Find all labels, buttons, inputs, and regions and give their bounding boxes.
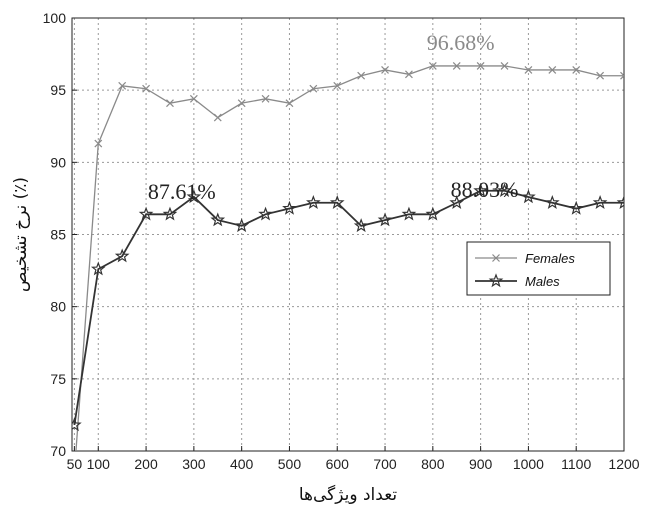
data-point [377, 212, 393, 227]
data-point [186, 189, 202, 204]
value-annotation: 87.61% [148, 179, 216, 204]
data-point [189, 94, 198, 103]
x-tick-label: 800 [421, 456, 445, 472]
legend-label: Females [525, 251, 575, 266]
data-point [118, 81, 127, 90]
data-point [234, 218, 249, 233]
data-point [405, 70, 413, 79]
x-tick-label: 400 [230, 456, 254, 472]
value-annotation: 96.68% [427, 30, 495, 55]
y-axis-label: نرخ تشخیص (٪) [11, 177, 31, 292]
data-point [138, 206, 154, 221]
data-point [213, 113, 222, 122]
data-point [548, 66, 557, 74]
legend-marker [488, 273, 504, 288]
legend-entry-males: Males [475, 273, 560, 289]
data-point [572, 66, 581, 74]
data-point [166, 99, 174, 108]
data-point [401, 206, 417, 221]
data-point [476, 61, 485, 70]
x-axis-label: تعداد ویژگی‌ها [299, 484, 398, 505]
data-point [94, 139, 103, 148]
data-point [142, 84, 151, 93]
data-point [497, 183, 512, 198]
legend-marker [492, 254, 500, 262]
series-line [73, 189, 624, 426]
data-point [114, 248, 130, 263]
series-males [72, 183, 624, 432]
data-point [620, 71, 624, 80]
data-point [357, 71, 366, 80]
ticks: 50 100 200 300 400 500 600 700 800 900 1000 1100 120… [43, 10, 640, 472]
data-point [329, 195, 345, 209]
data-point [449, 195, 465, 209]
data-point [596, 71, 605, 80]
series-females [75, 61, 624, 451]
data-point [381, 66, 389, 74]
data-point [285, 99, 294, 108]
data-point [309, 84, 318, 93]
x-tick-label: 300 [182, 456, 206, 472]
legend-label: Males [525, 274, 560, 289]
x-tick-label: 600 [326, 456, 350, 472]
data-point [90, 261, 106, 276]
y-tick-label: 80 [50, 299, 66, 315]
data-point [210, 212, 226, 227]
data-point [521, 189, 536, 204]
data-point [261, 94, 270, 103]
x-tick-label: 1000 [513, 456, 544, 472]
x-tick-label: 1100 [561, 456, 591, 472]
legend-box [466, 241, 611, 296]
data-point [425, 206, 441, 221]
annotations: 96.68% 87.61% 88.03% [148, 30, 519, 204]
data-point [568, 200, 584, 215]
x-tick-label: 100 [87, 456, 111, 472]
x-tick-label: 900 [469, 456, 493, 472]
y-tick-label: 95 [50, 82, 66, 98]
data-point [592, 195, 608, 209]
series-layer [72, 61, 624, 451]
data-point [428, 61, 437, 70]
data-point [452, 61, 461, 70]
series-line [75, 65, 624, 451]
legend: Females Males [466, 241, 611, 296]
x-tick-label: 1200 [608, 456, 639, 472]
data-point [353, 218, 369, 233]
y-tick-label: 85 [50, 227, 66, 243]
data-point [524, 66, 533, 74]
legend-entry-females: Females [475, 251, 575, 266]
data-point [258, 206, 273, 221]
data-point [162, 206, 178, 221]
y-tick-label: 75 [50, 371, 66, 387]
data-point [544, 195, 560, 209]
x-tick-label: 200 [134, 456, 158, 472]
y-tick-label: 70 [50, 443, 66, 459]
data-point [72, 417, 82, 432]
value-annotation: 88.03% [451, 177, 519, 202]
data-point [333, 81, 342, 90]
y-tick-label: 100 [43, 10, 67, 26]
grid [72, 17, 625, 452]
data-point [473, 183, 488, 198]
data-point [237, 99, 246, 108]
data-point [282, 200, 297, 215]
data-point [616, 195, 624, 209]
x-tick-label: 700 [373, 456, 397, 472]
y-tick-label: 90 [50, 154, 66, 170]
x-tick-label: 500 [278, 456, 302, 472]
data-point [306, 195, 321, 209]
data-point [500, 61, 509, 70]
x-tick-label: 50 [67, 456, 83, 472]
